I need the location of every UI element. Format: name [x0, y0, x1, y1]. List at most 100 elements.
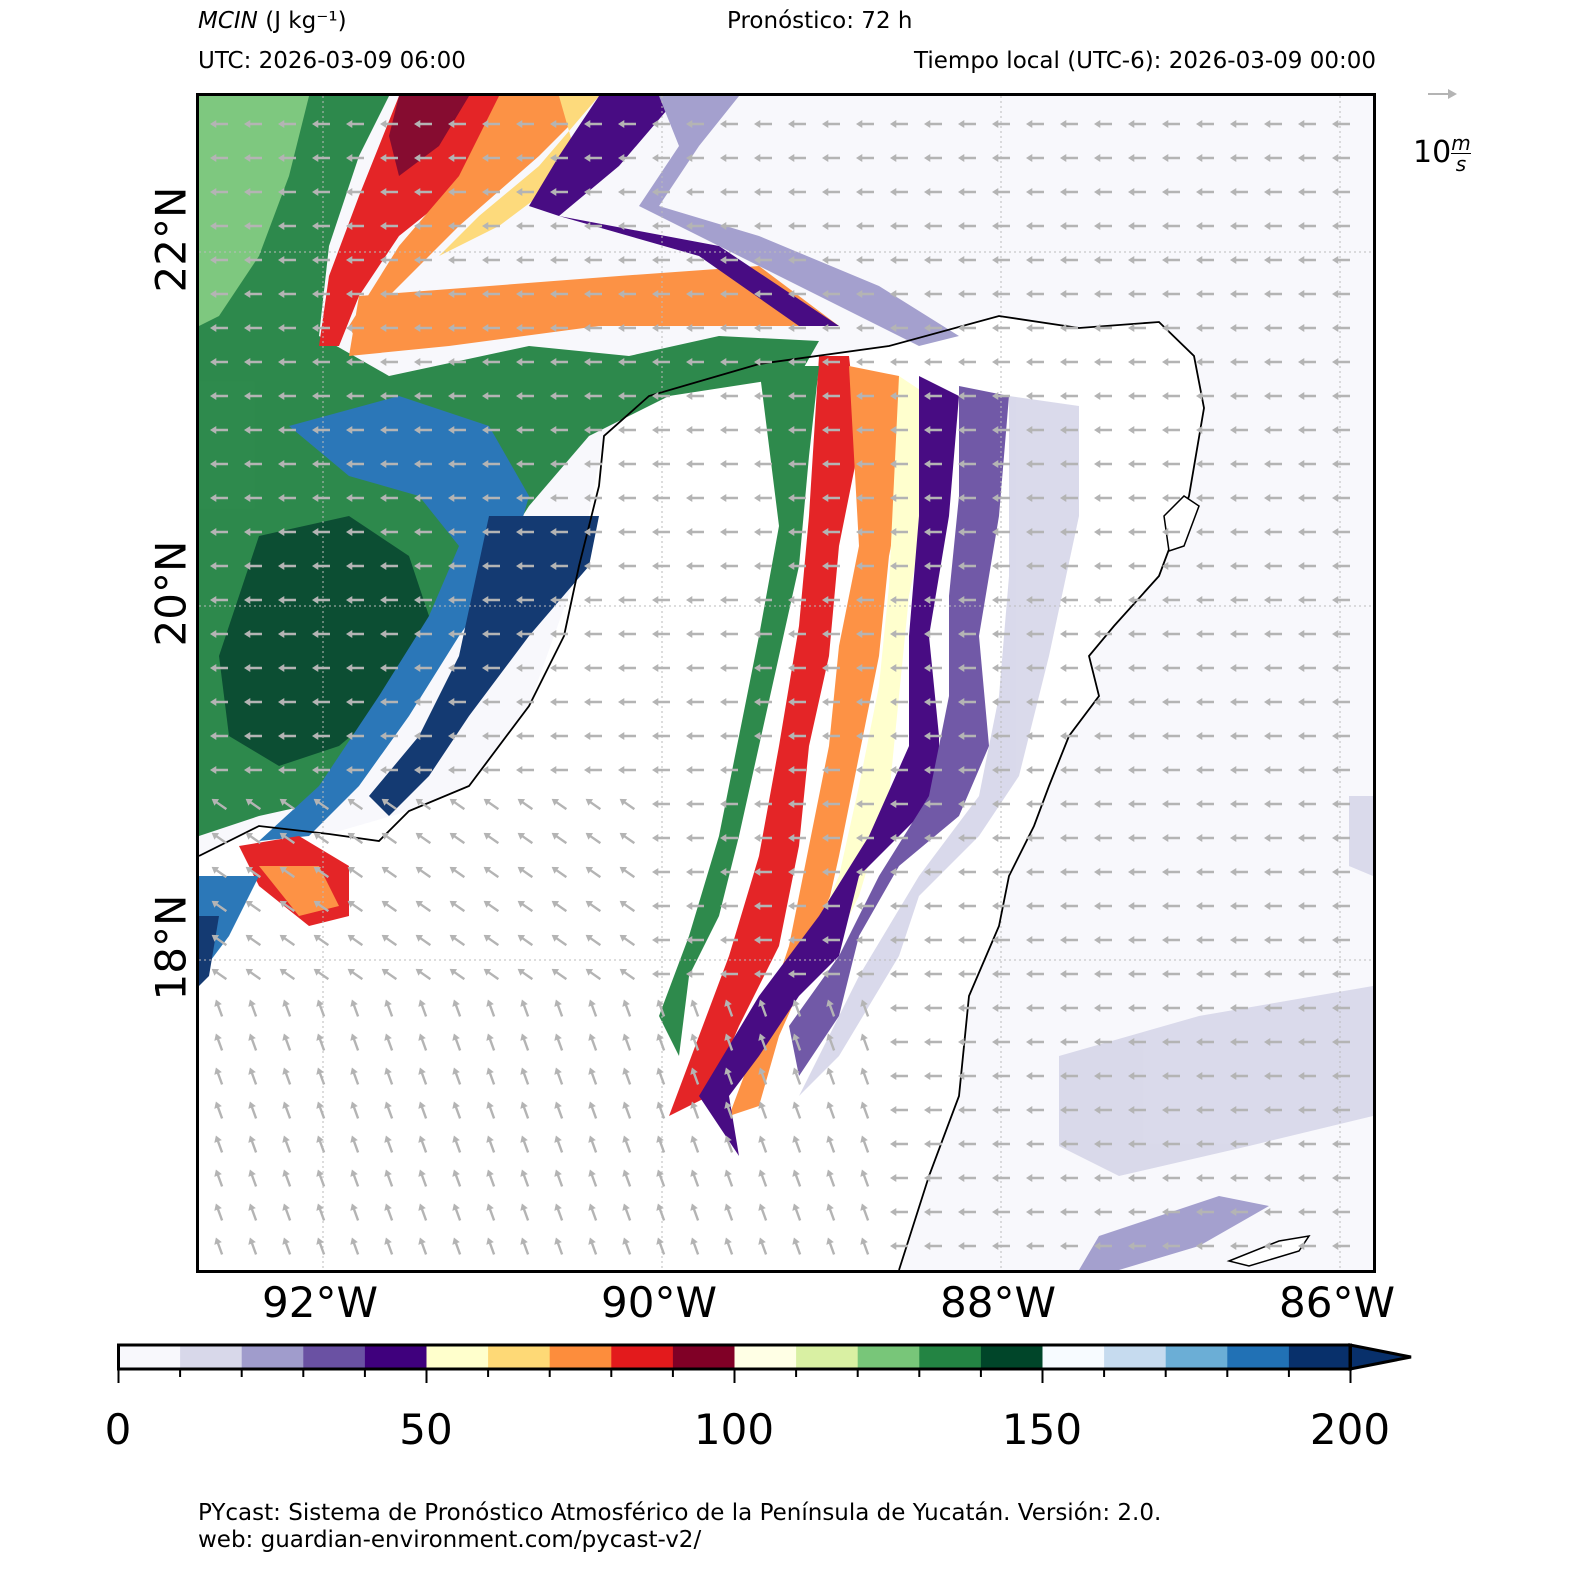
wind-arrow-icon: [516, 732, 534, 740]
wind-arrow-icon: [550, 460, 568, 468]
wind-arrow-icon: [486, 1101, 496, 1119]
wind-arrow-icon: [686, 256, 704, 264]
wind-arrow-icon: [312, 358, 330, 366]
wind-arrow-icon: [754, 732, 772, 740]
wind-arrow-icon: [1162, 1208, 1180, 1216]
wind-arrow-icon: [520, 1169, 530, 1187]
wind-arrow-icon: [520, 1101, 530, 1119]
wind-arrow-icon: [414, 256, 432, 264]
mcin-yellow-east-band: [799, 376, 929, 976]
wind-arrow-icon: [452, 1135, 462, 1153]
colorbar-swatch: [1104, 1345, 1167, 1369]
wind-arrow-icon: [516, 426, 534, 434]
wind-arrow-icon: [652, 698, 670, 706]
wind-arrow-icon: [958, 120, 976, 128]
wind-arrow-icon: [554, 1237, 564, 1255]
wind-arrow-icon: [550, 596, 568, 604]
wind-arrow-icon: [1162, 188, 1180, 196]
wind-arrow-icon: [551, 798, 568, 811]
wind-arrow-icon: [618, 222, 636, 230]
mcin-red-east-band: [669, 356, 859, 1116]
mcin-lightpurple-south: [1059, 986, 1373, 1176]
wind-arrow-icon: [1230, 426, 1248, 434]
wind-arrow-icon: [860, 1101, 870, 1119]
wind-arrow-icon: [482, 494, 500, 502]
wind-arrow-icon: [720, 460, 738, 468]
wind-arrow-icon: [1094, 596, 1112, 604]
wind-arrow-icon: [826, 1033, 836, 1051]
wind-arrow-icon: [448, 562, 466, 570]
wind-arrow-icon: [754, 936, 772, 944]
wind-arrow-icon: [1230, 970, 1248, 978]
wind-arrow-icon: [958, 562, 976, 570]
map-canvas: [199, 96, 1373, 1270]
wind-arrow-icon: [482, 664, 500, 672]
wind-arrow-icon: [652, 120, 670, 128]
wind-arrow-icon: [958, 1106, 976, 1114]
wind-arrow-icon: [618, 562, 636, 570]
wind-arrow-icon: [1128, 324, 1146, 332]
wind-arrow-icon: [245, 866, 262, 879]
wind-arrow-icon: [584, 188, 602, 196]
wind-arrow-icon: [856, 970, 874, 978]
wind-arrow-icon: [347, 900, 364, 913]
wind-arrow-icon: [380, 664, 398, 672]
wind-arrow-icon: [720, 664, 738, 672]
wind-arrow-icon: [860, 1033, 870, 1051]
wind-arrow-icon: [1094, 970, 1112, 978]
wind-arrow-icon: [346, 732, 364, 740]
wind-arrow-icon: [1196, 800, 1214, 808]
colorbar-swatch: [1042, 1345, 1105, 1369]
wind-arrow-icon: [724, 1101, 734, 1119]
wind-arrow-icon: [1128, 1242, 1146, 1250]
wind-arrow-icon: [1196, 970, 1214, 978]
wind-arrow-icon: [992, 970, 1010, 978]
wind-arrow-icon: [316, 999, 326, 1017]
wind-arrow-icon: [1094, 528, 1112, 536]
wind-arrow-icon: [856, 698, 874, 706]
wind-arrow-icon: [313, 900, 330, 913]
wind-arrow-icon: [924, 460, 942, 468]
wind-arrow-icon: [1230, 188, 1248, 196]
wind-arrow-icon: [686, 358, 704, 366]
wind-arrow-icon: [312, 460, 330, 468]
wind-arrow-icon: [1196, 1208, 1214, 1216]
wind-arrow-icon: [312, 290, 330, 298]
wind-arrow-icon: [414, 664, 432, 672]
wind-arrow-icon: [482, 732, 500, 740]
wind-arrow-icon: [380, 222, 398, 230]
wind-arrow-icon: [517, 832, 534, 845]
wind-arrow-icon: [483, 900, 500, 913]
wind-arrow-icon: [1230, 1208, 1248, 1216]
wind-arrow-icon: [414, 154, 432, 162]
wind-arrow-icon: [1094, 324, 1112, 332]
wind-arrow-icon: [618, 256, 636, 264]
wind-arrow-icon: [550, 256, 568, 264]
wind-arrow-icon: [958, 664, 976, 672]
wind-arrow-icon: [312, 596, 330, 604]
wind-arrow-icon: [415, 866, 432, 879]
wind-arrow-icon: [652, 800, 670, 808]
wind-arrow-icon: [720, 392, 738, 400]
wind-arrow-icon: [924, 834, 942, 842]
wind-arrow-icon: [486, 1067, 496, 1085]
wind-arrow-icon: [618, 460, 636, 468]
wind-arrow-icon: [720, 120, 738, 128]
wind-arrow-icon: [686, 528, 704, 536]
wind-arrow-icon: [516, 528, 534, 536]
wind-arrow-icon: [1298, 834, 1316, 842]
wind-arrow-icon: [1196, 460, 1214, 468]
wind-arrow-icon: [448, 256, 466, 264]
wind-arrow-icon: [278, 120, 296, 128]
wind-arrow-icon: [210, 154, 228, 162]
wind-arrow-icon: [1128, 800, 1146, 808]
wind-arrow-icon: [448, 392, 466, 400]
wind-arrow-icon: [1332, 494, 1350, 502]
wind-arrow-icon: [1230, 1174, 1248, 1182]
wind-arrow-icon: [652, 970, 670, 978]
wind-arrow-icon: [1060, 392, 1078, 400]
wind-arrow-icon: [890, 970, 908, 978]
wind-arrow-icon: [550, 630, 568, 638]
wind-arrow-icon: [1264, 698, 1282, 706]
wind-arrow-icon: [690, 1169, 700, 1187]
